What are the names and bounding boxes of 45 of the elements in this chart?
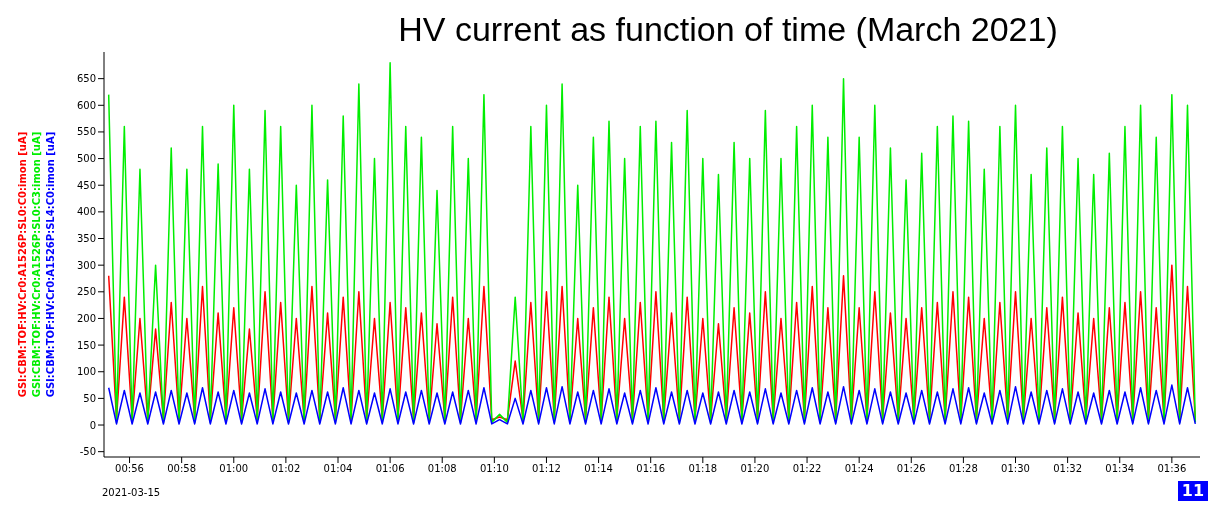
x-tick-label: 01:30 xyxy=(1001,463,1030,475)
x-tick-label: 01:34 xyxy=(1105,463,1135,475)
y-tick-label: 500 xyxy=(76,153,96,165)
x-tick-label: 01:04 xyxy=(323,463,353,475)
page-number-box: 11 xyxy=(1178,481,1208,501)
line-series xyxy=(107,384,1197,425)
y-tick-label: 350 xyxy=(76,233,96,245)
x-tick-label: 01:28 xyxy=(948,463,978,475)
text: GSI:CBM:TOF:HV:Cr0:A1526P:SL4:C0:imon [uA] xyxy=(43,130,57,400)
y-tick-label: 100 xyxy=(76,366,96,378)
x-tick-label: 01:24 xyxy=(844,463,874,475)
y-tick-label: 650 xyxy=(76,73,96,85)
y-tick-label: 0 xyxy=(89,419,96,431)
x-tick-label: 01:10 xyxy=(479,463,509,475)
x-tick-label: 01:06 xyxy=(375,463,405,475)
line-series xyxy=(107,61,1197,424)
x-tick-label: 01:14 xyxy=(584,463,613,475)
x-tick-label: 01:22 xyxy=(792,463,822,475)
y-tick-label: 400 xyxy=(76,206,96,218)
x-tick-label: 01:08 xyxy=(427,463,457,475)
y-tick-label: 300 xyxy=(76,259,96,271)
x-tick-label: 01:36 xyxy=(1157,463,1187,475)
text: GSI:CBM:TOF:HV:Cr0:A1526P:SL0:C3:imon [uA] xyxy=(29,130,43,400)
y-tick-label: 250 xyxy=(76,286,96,298)
line-series xyxy=(107,264,1197,421)
x-tick-label: 01:02 xyxy=(271,463,301,475)
y-tick-label: 450 xyxy=(76,179,96,191)
x-tick-label: 01:18 xyxy=(688,463,718,475)
text: GSI:CBM:TOF:HV:Cr0:A1526P:SL0:C0:imon [uA] xyxy=(15,130,29,400)
chart-title: HV current as function of time (March 2021) xyxy=(397,9,1059,50)
x-tick-label: 01:16 xyxy=(636,463,666,475)
y-tick-label: -50 xyxy=(79,446,96,458)
x-tick-label: 01:12 xyxy=(532,463,561,475)
text: 2021-03-15 xyxy=(102,487,161,498)
x-tick-label: 01:26 xyxy=(896,463,926,475)
x-tick-label: 00:56 xyxy=(115,463,144,475)
x-tick-label: 00:58 xyxy=(167,463,197,475)
x-tick-label: 01:20 xyxy=(740,463,770,475)
y-tick-label: 200 xyxy=(76,313,96,324)
x-tick-label: 01:32 xyxy=(1053,463,1083,475)
y-tick-label: 50 xyxy=(83,392,96,404)
y-tick-label: 550 xyxy=(76,126,96,138)
y-tick-label: 150 xyxy=(76,339,96,351)
y-tick-label: 600 xyxy=(76,99,96,111)
x-tick-label: 01:00 xyxy=(219,463,249,475)
